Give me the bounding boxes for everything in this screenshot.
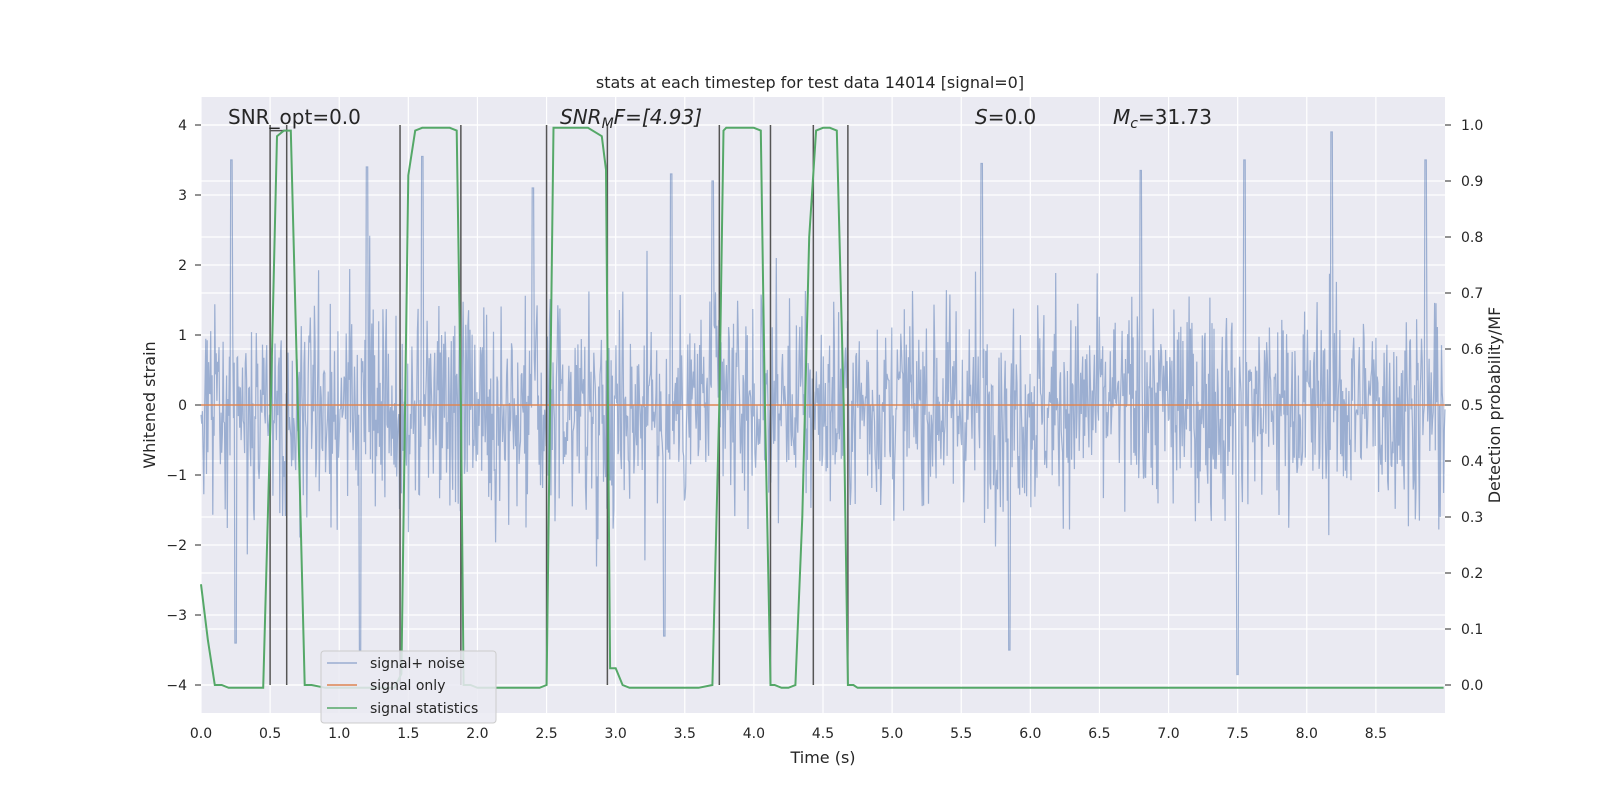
annotation-snr-mf-rest: F=[4.93] [614, 105, 702, 129]
x-tick-label: 3.0 [605, 726, 627, 742]
annotation-s: S=0.0 [975, 105, 1036, 129]
x-axis-ticks: 0.0 0.5 1.0 1.5 2.0 2.5 3.0 3.5 4.0 4.5 5.0 5.5 6.0 6… [190, 726, 1387, 742]
annotation-mc-sub: c [1130, 116, 1138, 132]
x-tick-label: 7.0 [1157, 726, 1179, 742]
x-tick-label: 5.5 [950, 726, 972, 742]
x-tick-label: 8.0 [1296, 726, 1318, 742]
legend-box [320, 650, 497, 724]
y-right-tick-label: 0.9 [1461, 174, 1483, 190]
y-right-tick-label: 0.5 [1461, 398, 1483, 414]
x-tick-label: 1.0 [328, 726, 350, 742]
y-axis-ticks: 4 3 2 1 0 −1 −2 −3 −4 [166, 118, 201, 694]
x-tick-label: 0.5 [259, 726, 281, 742]
annotation-snr-opt: SNR_opt=0.0 [228, 105, 361, 129]
y-right-tick-label: 0.2 [1461, 566, 1483, 582]
x-tick-label: 8.5 [1365, 726, 1387, 742]
annotation-snr-mf-name: SNR [560, 105, 602, 129]
annotation-snr-mf: SNRMF=[4.93] [560, 105, 702, 132]
x-tick-label: 6.0 [1019, 726, 1041, 742]
y-right-tick-label: 0.0 [1461, 678, 1483, 694]
annotation-mc-rest: =31.73 [1138, 105, 1212, 129]
x-tick-label: 2.5 [535, 726, 557, 742]
y-tick-label: −4 [166, 678, 187, 694]
x-axis-label: Time (s) [789, 748, 855, 767]
y-right-axis-ticks: 1.0 0.9 0.8 0.7 0.6 0.5 0.4 0.3 0.2 0.1 0.0 [1445, 118, 1483, 694]
x-tick-label: 0.0 [190, 726, 212, 742]
legend-entry-signal-only: signal only [370, 678, 445, 694]
y-right-axis-label: Detection probability/MF [1485, 307, 1504, 504]
y-tick-label: 3 [178, 188, 187, 204]
y-tick-label: 0 [178, 398, 187, 414]
y-right-tick-label: 0.8 [1461, 230, 1483, 246]
x-tick-label: 3.5 [674, 726, 696, 742]
legend-entry-noise: signal+ noise [370, 656, 465, 672]
x-tick-label: 6.5 [1088, 726, 1110, 742]
y-tick-label: −1 [166, 468, 187, 484]
x-tick-label: 7.5 [1227, 726, 1249, 742]
series-signal-statistics [200, 126, 1444, 689]
x-tick-label: 2.0 [466, 726, 488, 742]
x-tick-label: 4.0 [743, 726, 765, 742]
y-tick-label: 2 [178, 258, 187, 274]
y-right-tick-label: 1.0 [1461, 118, 1483, 134]
y-right-tick-label: 0.4 [1461, 454, 1483, 470]
x-tick-label: 4.5 [812, 726, 834, 742]
y-right-tick-label: 0.6 [1461, 342, 1483, 358]
annotation-s-name: S [975, 105, 988, 129]
x-tick-label: 5.0 [881, 726, 903, 742]
annotation-mc-name: M [1113, 105, 1130, 129]
annotation-snr-mf-sub: M [602, 116, 614, 132]
annotation-mc: Mc=31.73 [1113, 105, 1212, 132]
chart-title: stats at each timestep for test data 140… [596, 73, 1024, 92]
y-tick-label: 1 [178, 328, 187, 344]
legend: signal+ noise signal only signal statist… [320, 650, 497, 724]
y-tick-label: −3 [166, 608, 187, 624]
y-right-tick-label: 0.7 [1461, 286, 1483, 302]
y-right-tick-label: 0.3 [1461, 510, 1483, 526]
y-tick-label: 4 [178, 118, 187, 134]
y-tick-label: −2 [166, 538, 187, 554]
x-tick-label: 1.5 [397, 726, 419, 742]
y-axis-label: Whitened strain [140, 341, 159, 468]
annotation-s-rest: =0.0 [988, 105, 1037, 129]
y-right-tick-label: 0.1 [1461, 622, 1483, 638]
legend-entry-statistics: signal statistics [370, 701, 478, 717]
statistics-line [200, 126, 1444, 689]
